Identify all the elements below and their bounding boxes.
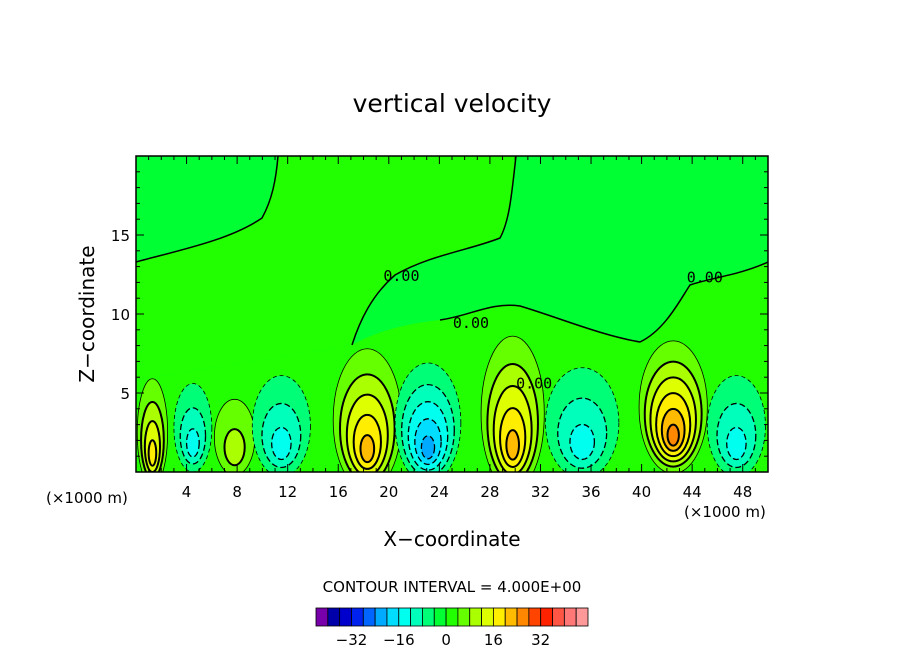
contour-label: 0.00 xyxy=(453,314,489,332)
contour-cell xyxy=(545,367,620,472)
contour-cell xyxy=(136,378,168,472)
colorbar-swatch xyxy=(315,607,329,627)
x-tick-label: 48 xyxy=(733,483,752,501)
contour-cell xyxy=(394,362,462,472)
x-unit-left: (×1000 m) xyxy=(46,489,128,507)
x-tick-label: 32 xyxy=(531,483,550,501)
x-tick-label: 28 xyxy=(480,483,499,501)
contour-line-upper xyxy=(136,156,279,263)
colorbar-swatch xyxy=(327,607,341,627)
x-tick-label: 4 xyxy=(182,483,192,501)
contour-level xyxy=(726,426,747,461)
contour-level xyxy=(359,434,376,464)
contour-cell xyxy=(251,375,311,472)
colorbar-swatch xyxy=(362,607,376,627)
x-tick-label: 40 xyxy=(632,483,651,501)
colorbar-swatch xyxy=(445,607,459,627)
colorbar-swatch xyxy=(398,607,412,627)
contour-cells xyxy=(136,335,766,472)
colorbar-swatch xyxy=(374,607,388,627)
colorbar-swatch xyxy=(386,607,400,627)
chart-title: vertical velocity xyxy=(353,89,552,118)
colorbar: −32 −16 0 16 32 xyxy=(315,607,589,649)
colorbar-tick-label: 0 xyxy=(441,631,451,649)
contour-label: 0.00 xyxy=(383,267,419,285)
x-unit-right: (×1000 m) xyxy=(684,503,766,521)
contour-line-mid xyxy=(351,156,517,346)
colorbar-swatch xyxy=(469,607,482,627)
contour-level xyxy=(505,429,520,461)
contour-cell xyxy=(706,375,766,472)
contour-level xyxy=(223,428,246,467)
colorbar-tick-label: 16 xyxy=(484,631,503,649)
colorbar-swatch xyxy=(481,607,494,627)
colorbar-swatch xyxy=(552,607,565,627)
x-tick-label: 16 xyxy=(329,483,348,501)
contour-cell xyxy=(332,348,402,472)
y-tick-label: 15 xyxy=(111,227,130,245)
x-tick-label: 44 xyxy=(683,483,702,501)
contour-cell xyxy=(638,340,708,472)
contour-labels: 0.00 0.00 0.00 0.00 xyxy=(383,267,722,392)
colorbar-swatch xyxy=(516,607,530,627)
contour-level xyxy=(147,439,158,467)
contour-level xyxy=(185,428,200,458)
contour-cell xyxy=(173,383,213,472)
colorbar-swatch xyxy=(410,607,423,627)
contour-label: 0.00 xyxy=(516,374,552,392)
x-tick-label: 20 xyxy=(379,483,398,501)
colorbar-swatch xyxy=(457,607,471,627)
colorbar-swatch xyxy=(575,607,589,627)
contour-level xyxy=(420,435,436,460)
contour-level xyxy=(271,426,292,461)
contour-level xyxy=(569,423,596,461)
y-axis-ticks: 5 10 15 xyxy=(111,155,768,473)
x-tick-label: 24 xyxy=(430,483,449,501)
y-tick-label: 5 xyxy=(120,385,130,403)
colorbar-swatch xyxy=(563,607,577,627)
plot-area xyxy=(136,156,768,472)
x-tick-label: 8 xyxy=(232,483,242,501)
y-axis-label: Z−coordinate xyxy=(75,245,99,382)
contour-cell xyxy=(213,398,256,472)
colorbar-swatch xyxy=(351,607,364,627)
x-tick-label: 36 xyxy=(581,483,600,501)
colorbar-swatch xyxy=(433,607,447,627)
contour-line-lower xyxy=(439,261,768,343)
colorbar-tick-label: 32 xyxy=(531,631,550,649)
colorbar-swatch xyxy=(422,607,435,627)
zero-region-upper xyxy=(136,156,516,380)
contour-label: 0.00 xyxy=(687,268,723,286)
contour-level xyxy=(666,423,680,447)
contour-interval-label: CONTOUR INTERVAL = 4.000E+00 xyxy=(323,578,582,596)
colorbar-swatch xyxy=(540,607,553,627)
x-tick-label: 12 xyxy=(278,483,297,501)
colorbar-tick-label: −16 xyxy=(383,631,415,649)
contour-cell xyxy=(480,335,545,472)
colorbar-swatch xyxy=(528,607,542,627)
colorbar-swatch xyxy=(504,607,518,627)
x-axis-ticks: 4 8 12 16 20 24 28 32 36 40 44 48 xyxy=(135,156,769,501)
x-axis-label: X−coordinate xyxy=(383,527,520,551)
y-tick-label: 10 xyxy=(111,306,130,324)
colorbar-swatch xyxy=(492,607,506,627)
colorbar-swatch xyxy=(339,607,352,627)
colorbar-tick-label: −32 xyxy=(336,631,368,649)
